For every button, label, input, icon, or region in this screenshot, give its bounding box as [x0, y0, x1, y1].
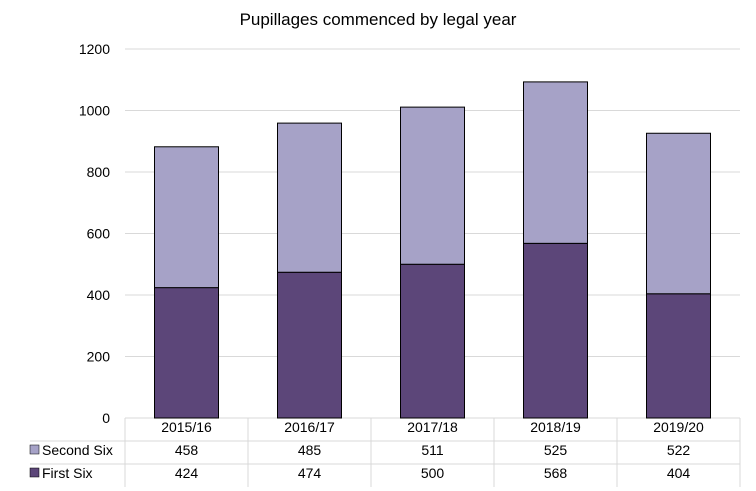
y-tick-label: 400: [87, 287, 111, 303]
x-tick-label: 2017/18: [407, 419, 458, 435]
data-label: 404: [667, 465, 691, 481]
bar-segment-first-six: [400, 263, 465, 419]
y-tick-label: 0: [102, 410, 110, 426]
bar-segment-second-six: [277, 122, 342, 273]
bar-segment-first-six: [277, 271, 342, 419]
x-tick-label: 2018/19: [530, 419, 581, 435]
y-tick-label: 800: [87, 164, 111, 180]
y-tick-label: 200: [87, 349, 111, 365]
data-table: 2015/16 2016/17 2017/18 2018/19 2019/20 Secon…: [29, 418, 741, 487]
legend-label: Second Six: [42, 442, 113, 458]
bar-segment-second-six: [400, 106, 465, 265]
y-tick-label: 1000: [79, 103, 110, 119]
data-label: 458: [175, 442, 199, 458]
bar-segment-first-six: [154, 287, 219, 419]
x-tick-label: 2015/16: [161, 419, 212, 435]
data-label: 485: [298, 442, 322, 458]
data-label: 568: [544, 465, 568, 481]
y-axis-ticks: 0 200 400 600 800 1000 1200: [79, 41, 110, 426]
data-label: 511: [421, 442, 444, 458]
bars: [154, 81, 711, 419]
legend-swatch: [29, 467, 40, 478]
bar-segment-first-six: [646, 293, 711, 419]
y-tick-label: 600: [87, 226, 111, 242]
y-tick-label: 1200: [79, 41, 110, 57]
x-tick-label: 2019/20: [653, 419, 704, 435]
x-tick-label: 2016/17: [284, 419, 335, 435]
bar-segment-second-six: [523, 81, 588, 244]
legend-label: First Six: [42, 465, 93, 481]
data-label: 500: [421, 465, 445, 481]
bar-segment-second-six: [646, 132, 711, 295]
legend-swatch: [29, 444, 40, 455]
data-label: 525: [544, 442, 568, 458]
data-label: 424: [175, 465, 199, 481]
bar-segment-second-six: [154, 146, 219, 289]
chart-title: Pupillages commenced by legal year: [240, 10, 517, 29]
data-label: 474: [298, 465, 322, 481]
bar-segment-first-six: [523, 242, 588, 419]
data-label: 522: [667, 442, 691, 458]
